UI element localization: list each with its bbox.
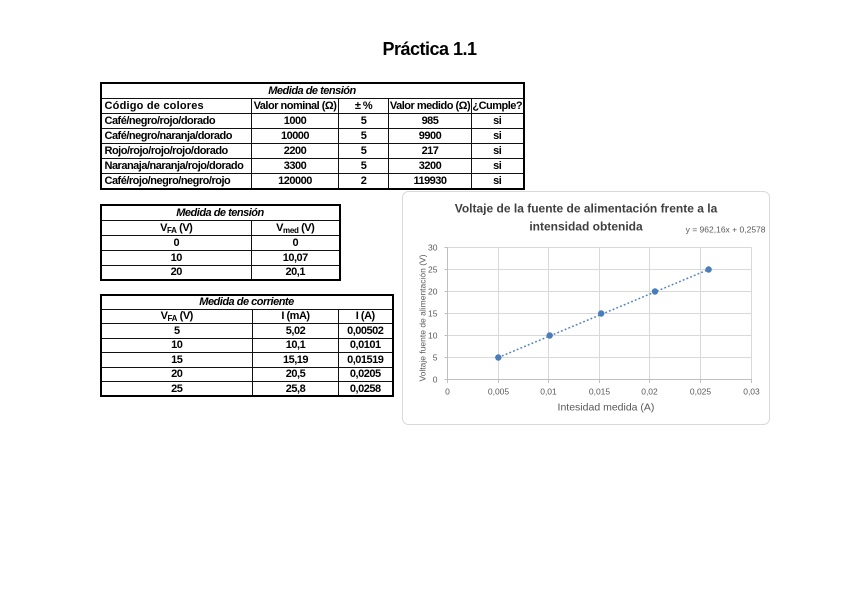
svg-text:0: 0 [433, 375, 438, 385]
svg-text:15: 15 [428, 309, 438, 319]
svg-text:Intesidad medida (A): Intesidad medida (A) [558, 402, 655, 414]
svg-text:0,01: 0,01 [540, 387, 557, 397]
svg-text:30: 30 [428, 243, 438, 253]
svg-text:0,03: 0,03 [743, 387, 760, 397]
svg-text:25: 25 [428, 265, 438, 275]
svg-text:10: 10 [428, 331, 438, 341]
svg-text:0,015: 0,015 [589, 387, 611, 397]
svg-text:0: 0 [445, 387, 450, 397]
svg-text:Voltaje de la fuente de alimen: Voltaje de la fuente de alimentación fre… [455, 202, 718, 216]
svg-text:0,005: 0,005 [488, 387, 510, 397]
svg-text:0,025: 0,025 [690, 387, 712, 397]
svg-text:Voltaje fuente de alimentación: Voltaje fuente de alimentación (V) [418, 254, 428, 381]
svg-text:y = 962,16x + 0,2578: y = 962,16x + 0,2578 [686, 225, 766, 235]
svg-text:5: 5 [433, 353, 438, 363]
svg-text:0,02: 0,02 [641, 387, 658, 397]
svg-text:intensidad obtenida: intensidad obtenida [529, 220, 643, 234]
svg-text:20: 20 [428, 287, 438, 297]
